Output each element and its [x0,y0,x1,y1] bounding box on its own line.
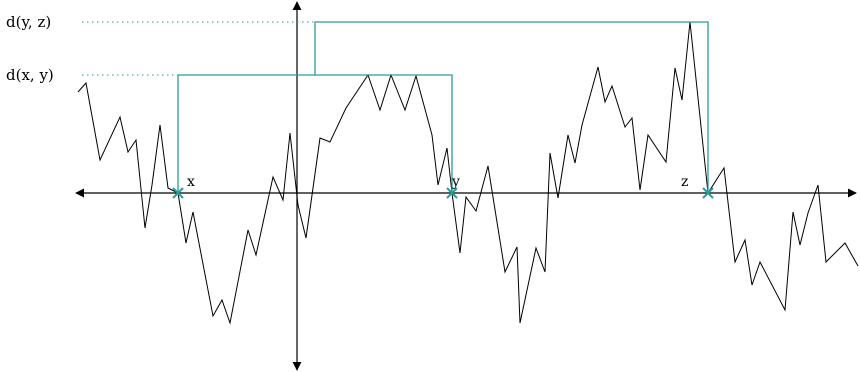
bracket-y-z [314,21,709,193]
label-d-x-y: d(x, y) [6,66,54,84]
cross-marker-icon [446,187,458,199]
point-label-x: x [187,174,195,190]
random-walk-curve [77,21,859,325]
label-d-y-z: d(y, z) [6,13,51,31]
cross-marker-icon [702,187,714,199]
cross-marker-icon [172,187,184,199]
point-label-y: y [451,174,460,190]
point-label-z: z [681,174,688,190]
